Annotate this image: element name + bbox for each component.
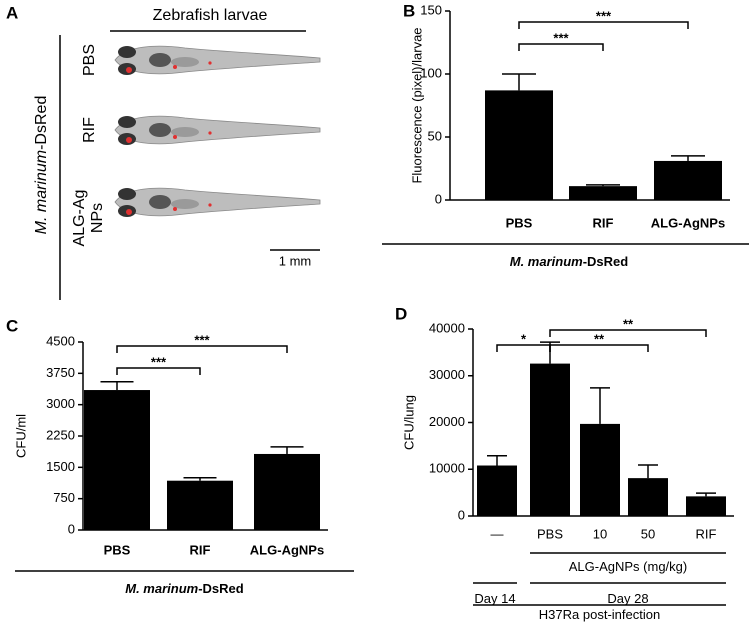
group-label: ALG-AgNPs (mg/kg) [569, 559, 687, 574]
bar [477, 465, 517, 516]
row-label: ALG-Ag [71, 190, 88, 247]
x-tick-label: PBS [537, 526, 563, 541]
group-label-italic: M. marinum [510, 254, 583, 269]
group-label-text: ALG-AgNPs (mg/kg) [569, 559, 687, 574]
y-tick-label: 100 [420, 65, 442, 80]
chart: D CFU/lung 0 10000 20000 30000 40000 — PBS 10 50 RI… [395, 304, 734, 622]
group-label: H37Ra post-infection [539, 607, 660, 622]
bar [84, 390, 150, 530]
bar [569, 186, 637, 200]
x-tick-label: 10 [593, 526, 607, 541]
y-tick-label: 0 [458, 507, 465, 522]
significance-label: *** [553, 30, 569, 45]
y-tick-label: 750 [53, 490, 75, 505]
y-tick-label: 150 [420, 2, 442, 17]
y-tick-label: 50 [428, 128, 442, 143]
x-tick-label: RIF [696, 526, 717, 541]
significance-label: ** [623, 316, 634, 331]
group-label-text: H37Ra post-infection [539, 607, 660, 622]
significance-bracket [549, 344, 649, 352]
y-tick-label: 20000 [429, 414, 465, 429]
group-label-italic: M. marinum [125, 581, 198, 596]
panel-a: A Zebrafish larvae M. marinum-DsRed PBS … [6, 3, 321, 300]
fish-image [114, 115, 321, 146]
significance-bracket [549, 329, 707, 337]
x-tick-label: 50 [641, 526, 655, 541]
bar [254, 453, 320, 530]
panel-label: A [6, 3, 18, 22]
chart: C CFU/ml 0 750 1500 2250 3000 3750 4500 PBS RIF ALG… [6, 316, 354, 596]
y-axis-title: Fluorescence (pixel)/larvae [409, 27, 424, 183]
significance-label: *** [194, 332, 210, 347]
y-axis-title: CFU/ml [13, 414, 28, 458]
x-tick-label: ALG-AgNPs [651, 215, 725, 230]
panel-a-title: Zebrafish larvae [153, 7, 268, 24]
bar [628, 478, 668, 516]
side-label: M. marinum-DsRed [33, 96, 50, 235]
panel-label: C [6, 316, 18, 335]
row-label: PBS [81, 44, 98, 76]
bar [686, 496, 726, 516]
significance-label: ** [594, 331, 605, 346]
significance-label: * [521, 331, 527, 346]
significance-bracket [116, 345, 288, 353]
significance-bracket [518, 21, 689, 29]
y-tick-label: 30000 [429, 367, 465, 382]
row-label: NPs [89, 203, 106, 233]
x-tick-label: RIF [190, 542, 211, 557]
significance-bracket [518, 43, 604, 51]
bar [530, 363, 570, 516]
fish-image [114, 187, 321, 218]
chart: B Fluorescence (pixel)/larvae 0 50 100 150 PBS… [382, 1, 749, 269]
bar [654, 160, 722, 200]
panel-label: B [403, 1, 415, 20]
x-tick-label: PBS [506, 215, 533, 230]
y-tick-label: 4500 [46, 333, 75, 348]
fish-image [114, 45, 321, 76]
panel-label: D [395, 304, 407, 323]
y-tick-label: 0 [68, 521, 75, 536]
x-tick-label: ALG-AgNPs [250, 542, 324, 557]
y-axis-title: CFU/lung [401, 395, 416, 450]
scale-label: 1 mm [279, 253, 312, 268]
y-tick-label: 3750 [46, 365, 75, 380]
y-tick-label: 3000 [46, 396, 75, 411]
significance-bracket [116, 367, 201, 375]
group-label: Day 28 [607, 591, 648, 606]
group-label-text: -DsRed [198, 581, 244, 596]
bar [485, 90, 553, 200]
x-tick-label: PBS [104, 542, 131, 557]
y-tick-label: 2250 [46, 427, 75, 442]
group-label-text: -DsRed [583, 254, 629, 269]
x-tick-label: RIF [593, 215, 614, 230]
bar [167, 480, 233, 530]
significance-label: *** [151, 354, 167, 369]
group-label: Day 14 [474, 591, 515, 606]
group-label: M. marinum-DsRed [510, 254, 629, 269]
significance-label: *** [596, 8, 612, 23]
group-label-text: Day 28 [607, 591, 648, 606]
y-tick-label: 10000 [429, 461, 465, 476]
y-tick-label: 0 [435, 191, 442, 206]
group-label-text: Day 14 [474, 591, 515, 606]
y-tick-label: 40000 [429, 320, 465, 335]
x-tick-label: — [491, 526, 504, 541]
bar [580, 423, 620, 516]
row-label: RIF [81, 117, 98, 143]
y-tick-label: 1500 [46, 459, 75, 474]
group-label: M. marinum-DsRed [125, 581, 244, 596]
